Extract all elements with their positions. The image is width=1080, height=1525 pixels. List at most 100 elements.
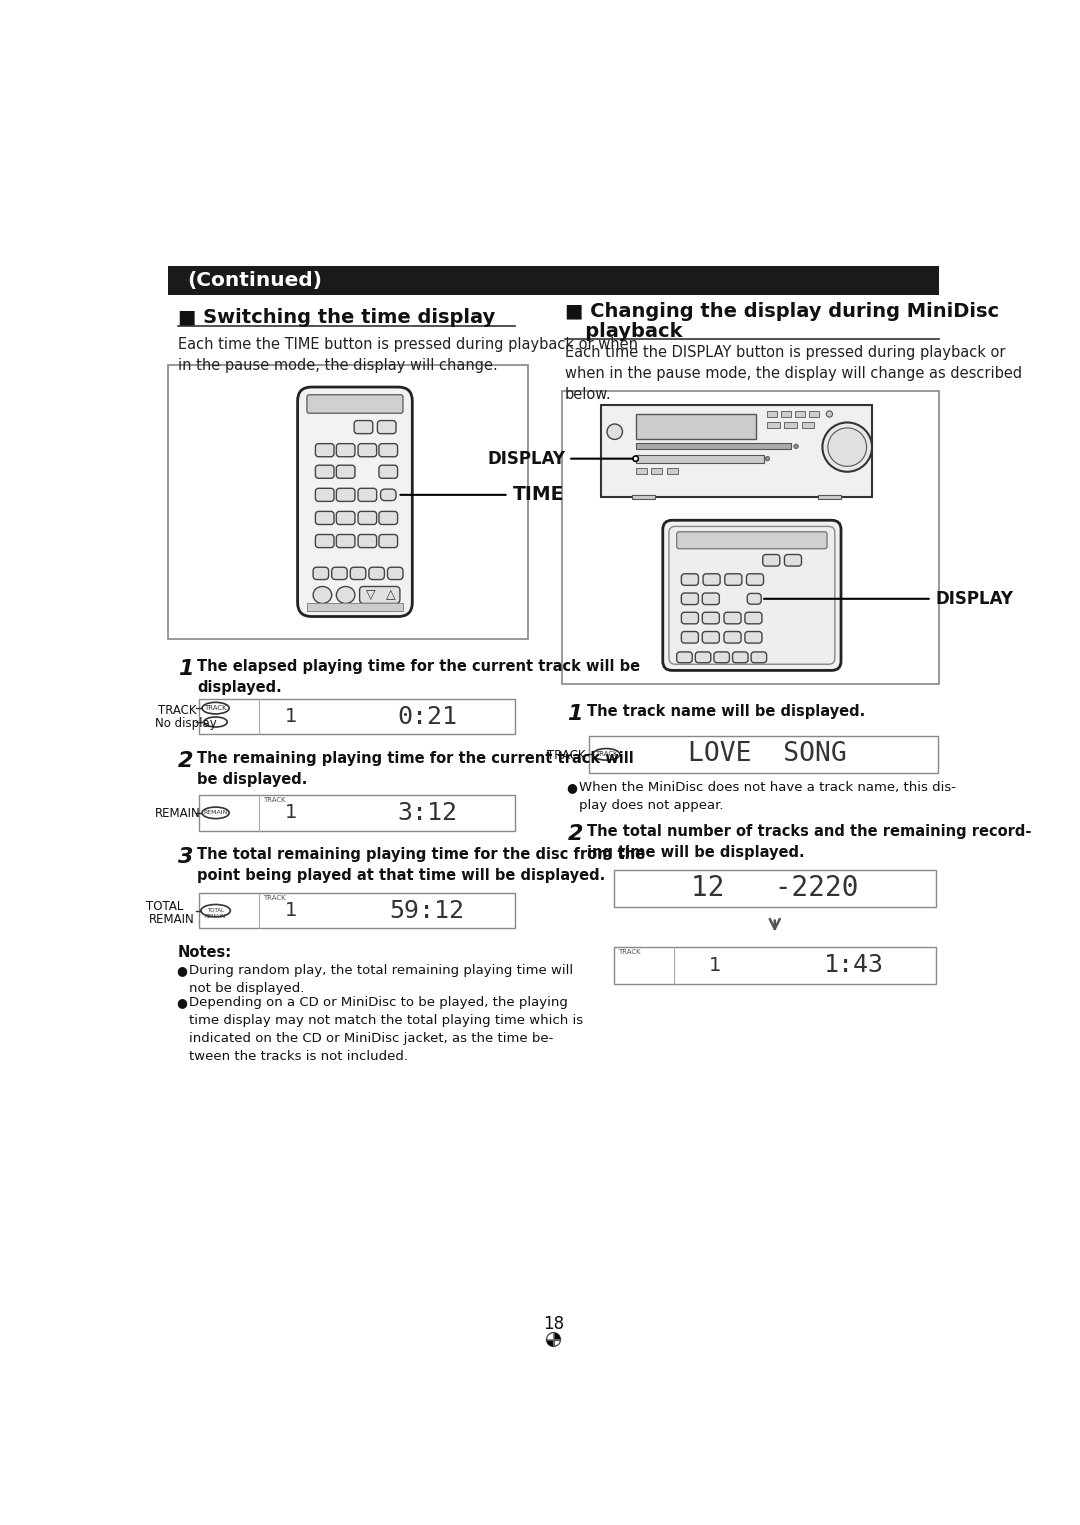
FancyBboxPatch shape: [298, 387, 413, 616]
Text: REMAIN: REMAIN: [149, 913, 194, 926]
Text: (Continued): (Continued): [188, 271, 323, 290]
Text: The elapsed playing time for the current track will be
displayed.: The elapsed playing time for the current…: [197, 659, 640, 695]
FancyBboxPatch shape: [359, 444, 377, 456]
FancyBboxPatch shape: [379, 534, 397, 547]
Text: 1: 1: [708, 956, 720, 974]
Text: TRACK: TRACK: [159, 705, 197, 717]
Bar: [818, 494, 841, 500]
FancyBboxPatch shape: [732, 651, 748, 663]
Text: LOVE  SONG: LOVE SONG: [688, 741, 847, 767]
Circle shape: [826, 410, 833, 416]
FancyBboxPatch shape: [315, 534, 334, 547]
FancyBboxPatch shape: [359, 534, 377, 547]
Text: △: △: [386, 589, 395, 601]
Text: Each time the TIME button is pressed during playback or when
in the pause mode, : Each time the TIME button is pressed dur…: [177, 337, 637, 374]
Text: playback: playback: [565, 322, 683, 340]
Bar: [801, 422, 814, 429]
Bar: [167, 366, 528, 639]
Bar: [768, 410, 777, 416]
Circle shape: [794, 444, 798, 448]
Text: The remaining playing time for the current track will
be displayed.: The remaining playing time for the curre…: [197, 752, 634, 787]
Ellipse shape: [336, 587, 355, 604]
Ellipse shape: [202, 807, 229, 819]
FancyBboxPatch shape: [336, 511, 355, 525]
FancyBboxPatch shape: [702, 631, 719, 644]
FancyBboxPatch shape: [703, 573, 720, 586]
Text: 1: 1: [285, 804, 298, 822]
Text: No display: No display: [156, 717, 217, 729]
Text: TRACK: TRACK: [204, 705, 227, 711]
Bar: [651, 468, 662, 474]
Text: TRACK: TRACK: [262, 895, 285, 901]
Bar: [199, 795, 515, 831]
Ellipse shape: [202, 703, 229, 714]
FancyBboxPatch shape: [336, 534, 355, 547]
Bar: [199, 894, 515, 929]
Text: TRACK: TRACK: [546, 749, 585, 762]
Circle shape: [823, 422, 872, 471]
Text: TRACK: TRACK: [595, 752, 618, 758]
FancyBboxPatch shape: [681, 593, 699, 604]
Text: 3: 3: [177, 846, 193, 866]
FancyBboxPatch shape: [315, 444, 334, 456]
Text: Depending on a CD or MiniDisc to be played, the playing
time display may not mat: Depending on a CD or MiniDisc to be play…: [189, 996, 583, 1063]
Ellipse shape: [593, 749, 620, 759]
Text: 1: 1: [567, 705, 583, 724]
FancyBboxPatch shape: [745, 612, 762, 624]
FancyBboxPatch shape: [747, 593, 761, 604]
Text: 1: 1: [177, 659, 193, 679]
Text: 0:21: 0:21: [397, 705, 457, 729]
Ellipse shape: [201, 904, 230, 917]
Text: 12   -2220: 12 -2220: [691, 874, 859, 903]
Bar: [613, 869, 935, 907]
Text: TRACK: TRACK: [262, 798, 285, 804]
FancyBboxPatch shape: [379, 511, 397, 525]
Bar: [636, 444, 791, 450]
Bar: [167, 267, 940, 296]
FancyBboxPatch shape: [379, 444, 397, 456]
FancyBboxPatch shape: [388, 567, 403, 580]
Text: 2: 2: [177, 752, 193, 772]
Ellipse shape: [607, 424, 622, 439]
Bar: [636, 413, 756, 439]
Text: REMAIN: REMAIN: [156, 807, 201, 820]
FancyBboxPatch shape: [714, 651, 729, 663]
Text: 1: 1: [285, 901, 298, 920]
FancyBboxPatch shape: [677, 532, 827, 549]
Bar: [590, 737, 937, 773]
Text: 2: 2: [567, 824, 583, 843]
Bar: [784, 422, 797, 429]
FancyBboxPatch shape: [307, 395, 403, 413]
FancyBboxPatch shape: [360, 587, 400, 604]
FancyBboxPatch shape: [724, 612, 741, 624]
Text: REMAIN: REMAIN: [205, 913, 226, 918]
Circle shape: [633, 456, 638, 462]
FancyBboxPatch shape: [681, 612, 699, 624]
FancyBboxPatch shape: [745, 631, 762, 644]
FancyBboxPatch shape: [313, 567, 328, 580]
Bar: [600, 404, 872, 497]
Bar: [666, 468, 677, 474]
FancyBboxPatch shape: [669, 526, 835, 665]
Bar: [613, 947, 935, 984]
Bar: [307, 602, 403, 612]
FancyBboxPatch shape: [315, 465, 334, 479]
Ellipse shape: [313, 587, 332, 604]
Text: ■ Changing the display during MiniDisc: ■ Changing the display during MiniDisc: [565, 302, 999, 322]
Text: The track name will be displayed.: The track name will be displayed.: [586, 705, 865, 720]
Bar: [636, 468, 647, 474]
Text: 3:12: 3:12: [397, 801, 457, 825]
FancyBboxPatch shape: [377, 421, 396, 433]
Text: DISPLAY: DISPLAY: [935, 590, 1013, 608]
FancyBboxPatch shape: [369, 567, 384, 580]
Text: ●: ●: [176, 964, 187, 978]
Text: 1:43: 1:43: [824, 953, 885, 978]
Text: 18: 18: [543, 1315, 564, 1333]
Text: 1: 1: [285, 708, 298, 726]
Bar: [562, 390, 940, 683]
FancyBboxPatch shape: [315, 488, 334, 502]
Circle shape: [828, 429, 866, 467]
FancyBboxPatch shape: [359, 511, 377, 525]
FancyBboxPatch shape: [702, 593, 719, 604]
FancyBboxPatch shape: [332, 567, 347, 580]
